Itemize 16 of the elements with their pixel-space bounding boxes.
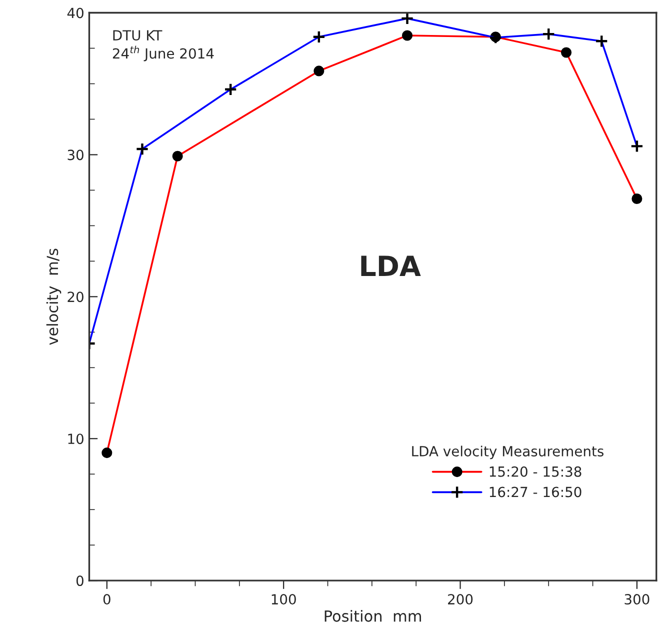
legend-label: 16:27 - 16:50 <box>490 486 582 498</box>
y-tick-label: 30 <box>68 150 84 160</box>
y-axis-title: velocity m/s <box>46 248 62 345</box>
y-tick-label: 10 <box>68 434 84 444</box>
x-tick-label: 200 <box>448 594 473 605</box>
y-tick-label: 40 <box>67 8 84 18</box>
x-tick-label: 0 <box>103 594 110 605</box>
legend-label: 15:20 - 15:38 <box>490 466 582 477</box>
x-tick-label: 300 <box>624 594 650 605</box>
x-tick-label: 100 <box>272 594 296 605</box>
annotation: DTU KT 24$^{th}$ June 2014 <box>112 30 214 62</box>
y-tick-label: 0 <box>76 576 84 586</box>
x-axis-title: Position mm <box>324 610 421 622</box>
y-tick-label: 20 <box>68 292 84 302</box>
legend-title: LDA velocity Measurements <box>412 446 604 460</box>
annotation: LDA <box>361 256 421 276</box>
